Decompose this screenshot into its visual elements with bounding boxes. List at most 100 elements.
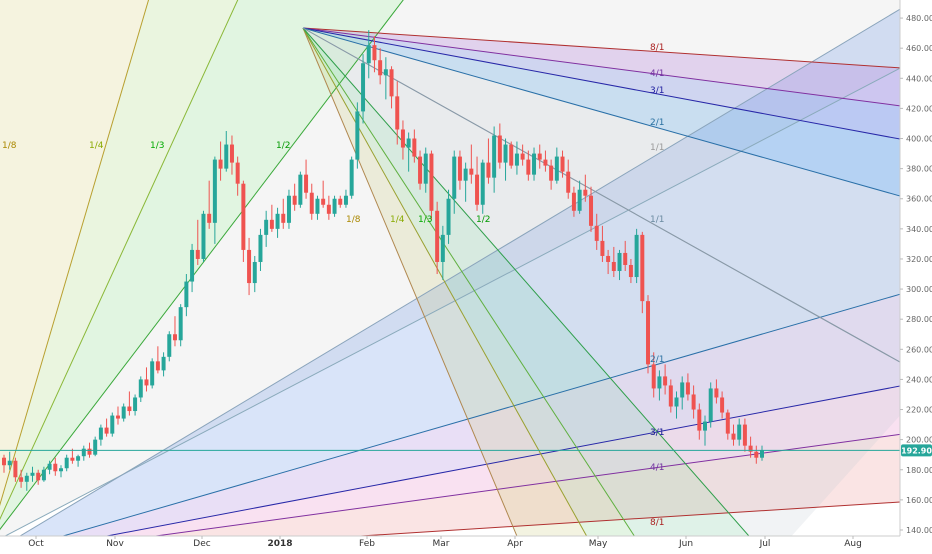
fan-down-ray [302, 27, 750, 536]
candle [127, 391, 132, 416]
y-tick-label: 360.00 [906, 195, 932, 204]
candle [617, 249, 622, 281]
candle [104, 418, 109, 437]
x-tick-label: Mar [433, 539, 450, 549]
y-tick-label: 480.00 [906, 14, 932, 23]
fan-right-ray [302, 27, 900, 107]
candle-body [93, 439, 98, 455]
candle [452, 150, 457, 214]
candle [383, 57, 388, 100]
candle [150, 358, 155, 389]
candle [469, 144, 474, 184]
candle-body [651, 364, 656, 389]
candle [133, 394, 138, 416]
candle-body [161, 356, 166, 371]
candle [418, 150, 423, 190]
candle-body [178, 307, 183, 341]
candle [41, 466, 46, 482]
candle-body [577, 189, 582, 211]
fan-ratio-label: 8/1 [650, 518, 664, 528]
candle-body [497, 135, 502, 163]
fan-down-ray [302, 27, 635, 536]
candle [315, 195, 320, 220]
candle-body [138, 379, 143, 398]
candle [292, 183, 297, 211]
candle [252, 255, 257, 293]
candle-body [195, 249, 200, 259]
candle-body [560, 156, 565, 172]
y-tick-label: 160.00 [906, 496, 932, 505]
candle [378, 48, 383, 85]
fan-ratio-label: 1/4 [89, 141, 104, 151]
candle-body [53, 463, 58, 472]
candle [526, 150, 531, 181]
candle-body [355, 111, 360, 160]
candle-body [594, 225, 599, 241]
candle [514, 141, 519, 175]
fan-right-ray [302, 27, 900, 140]
x-tick-label: Jul [759, 539, 771, 549]
candle-body [509, 144, 514, 166]
candle [224, 130, 229, 172]
candle [93, 436, 98, 457]
fan-ratio-label: 1/3 [418, 215, 432, 225]
candle-body [457, 156, 462, 181]
x-tick-label: May [589, 539, 608, 549]
candle-body [754, 451, 759, 458]
fan-lower-ray [352, 501, 900, 536]
candle [714, 379, 719, 404]
fan-ratio-label: 1/1 [650, 143, 664, 153]
candle-body [668, 385, 673, 407]
fan-down-band [303, 28, 900, 536]
candle-body [184, 281, 189, 308]
candle-body [304, 174, 309, 193]
candle [651, 352, 656, 398]
y-tick-label: 280.00 [906, 315, 932, 324]
candle-body [298, 174, 303, 205]
fan-lower-ray [61, 293, 900, 536]
candle-body [24, 475, 29, 482]
candle [554, 147, 559, 184]
candle-body [571, 192, 576, 211]
candle-body [446, 198, 451, 235]
candle [36, 469, 41, 485]
candle [600, 225, 605, 262]
candle [497, 123, 502, 169]
candle [212, 156, 217, 244]
candle [640, 231, 645, 314]
candle-body [190, 249, 195, 282]
fan-ratio-label: 1/1 [650, 215, 664, 225]
fan-lower-ray [152, 433, 900, 536]
fan-down-ray [302, 27, 518, 536]
x-axis: Oct Nov Dec 2018 Feb Mar Apr May Jun Jul Aug [0, 535, 932, 550]
candle [583, 174, 588, 202]
candle [566, 159, 571, 199]
candle-body [685, 382, 690, 395]
candle [680, 376, 685, 410]
fan-ratio-label: 1/3 [150, 141, 164, 151]
candle-body [611, 261, 616, 272]
last-price-badge: 192.90 [901, 444, 932, 457]
x-tick-label: Apr [507, 539, 523, 549]
candle [161, 352, 166, 377]
candle [355, 102, 360, 169]
candle [178, 304, 183, 347]
candle [338, 195, 343, 208]
x-tick-label: Jun [678, 539, 693, 549]
candle [594, 213, 599, 250]
candle [571, 186, 576, 217]
candle [691, 385, 696, 419]
fan-ratio-label: 1/4 [390, 215, 405, 225]
candle [98, 424, 103, 446]
candle-body [600, 240, 605, 256]
candle-body [41, 469, 46, 481]
fan-ratio-label: 1/8 [346, 215, 361, 225]
candle-body [281, 213, 286, 223]
fan-ratio-label: 8/1 [650, 43, 664, 53]
candle-body [395, 96, 400, 130]
